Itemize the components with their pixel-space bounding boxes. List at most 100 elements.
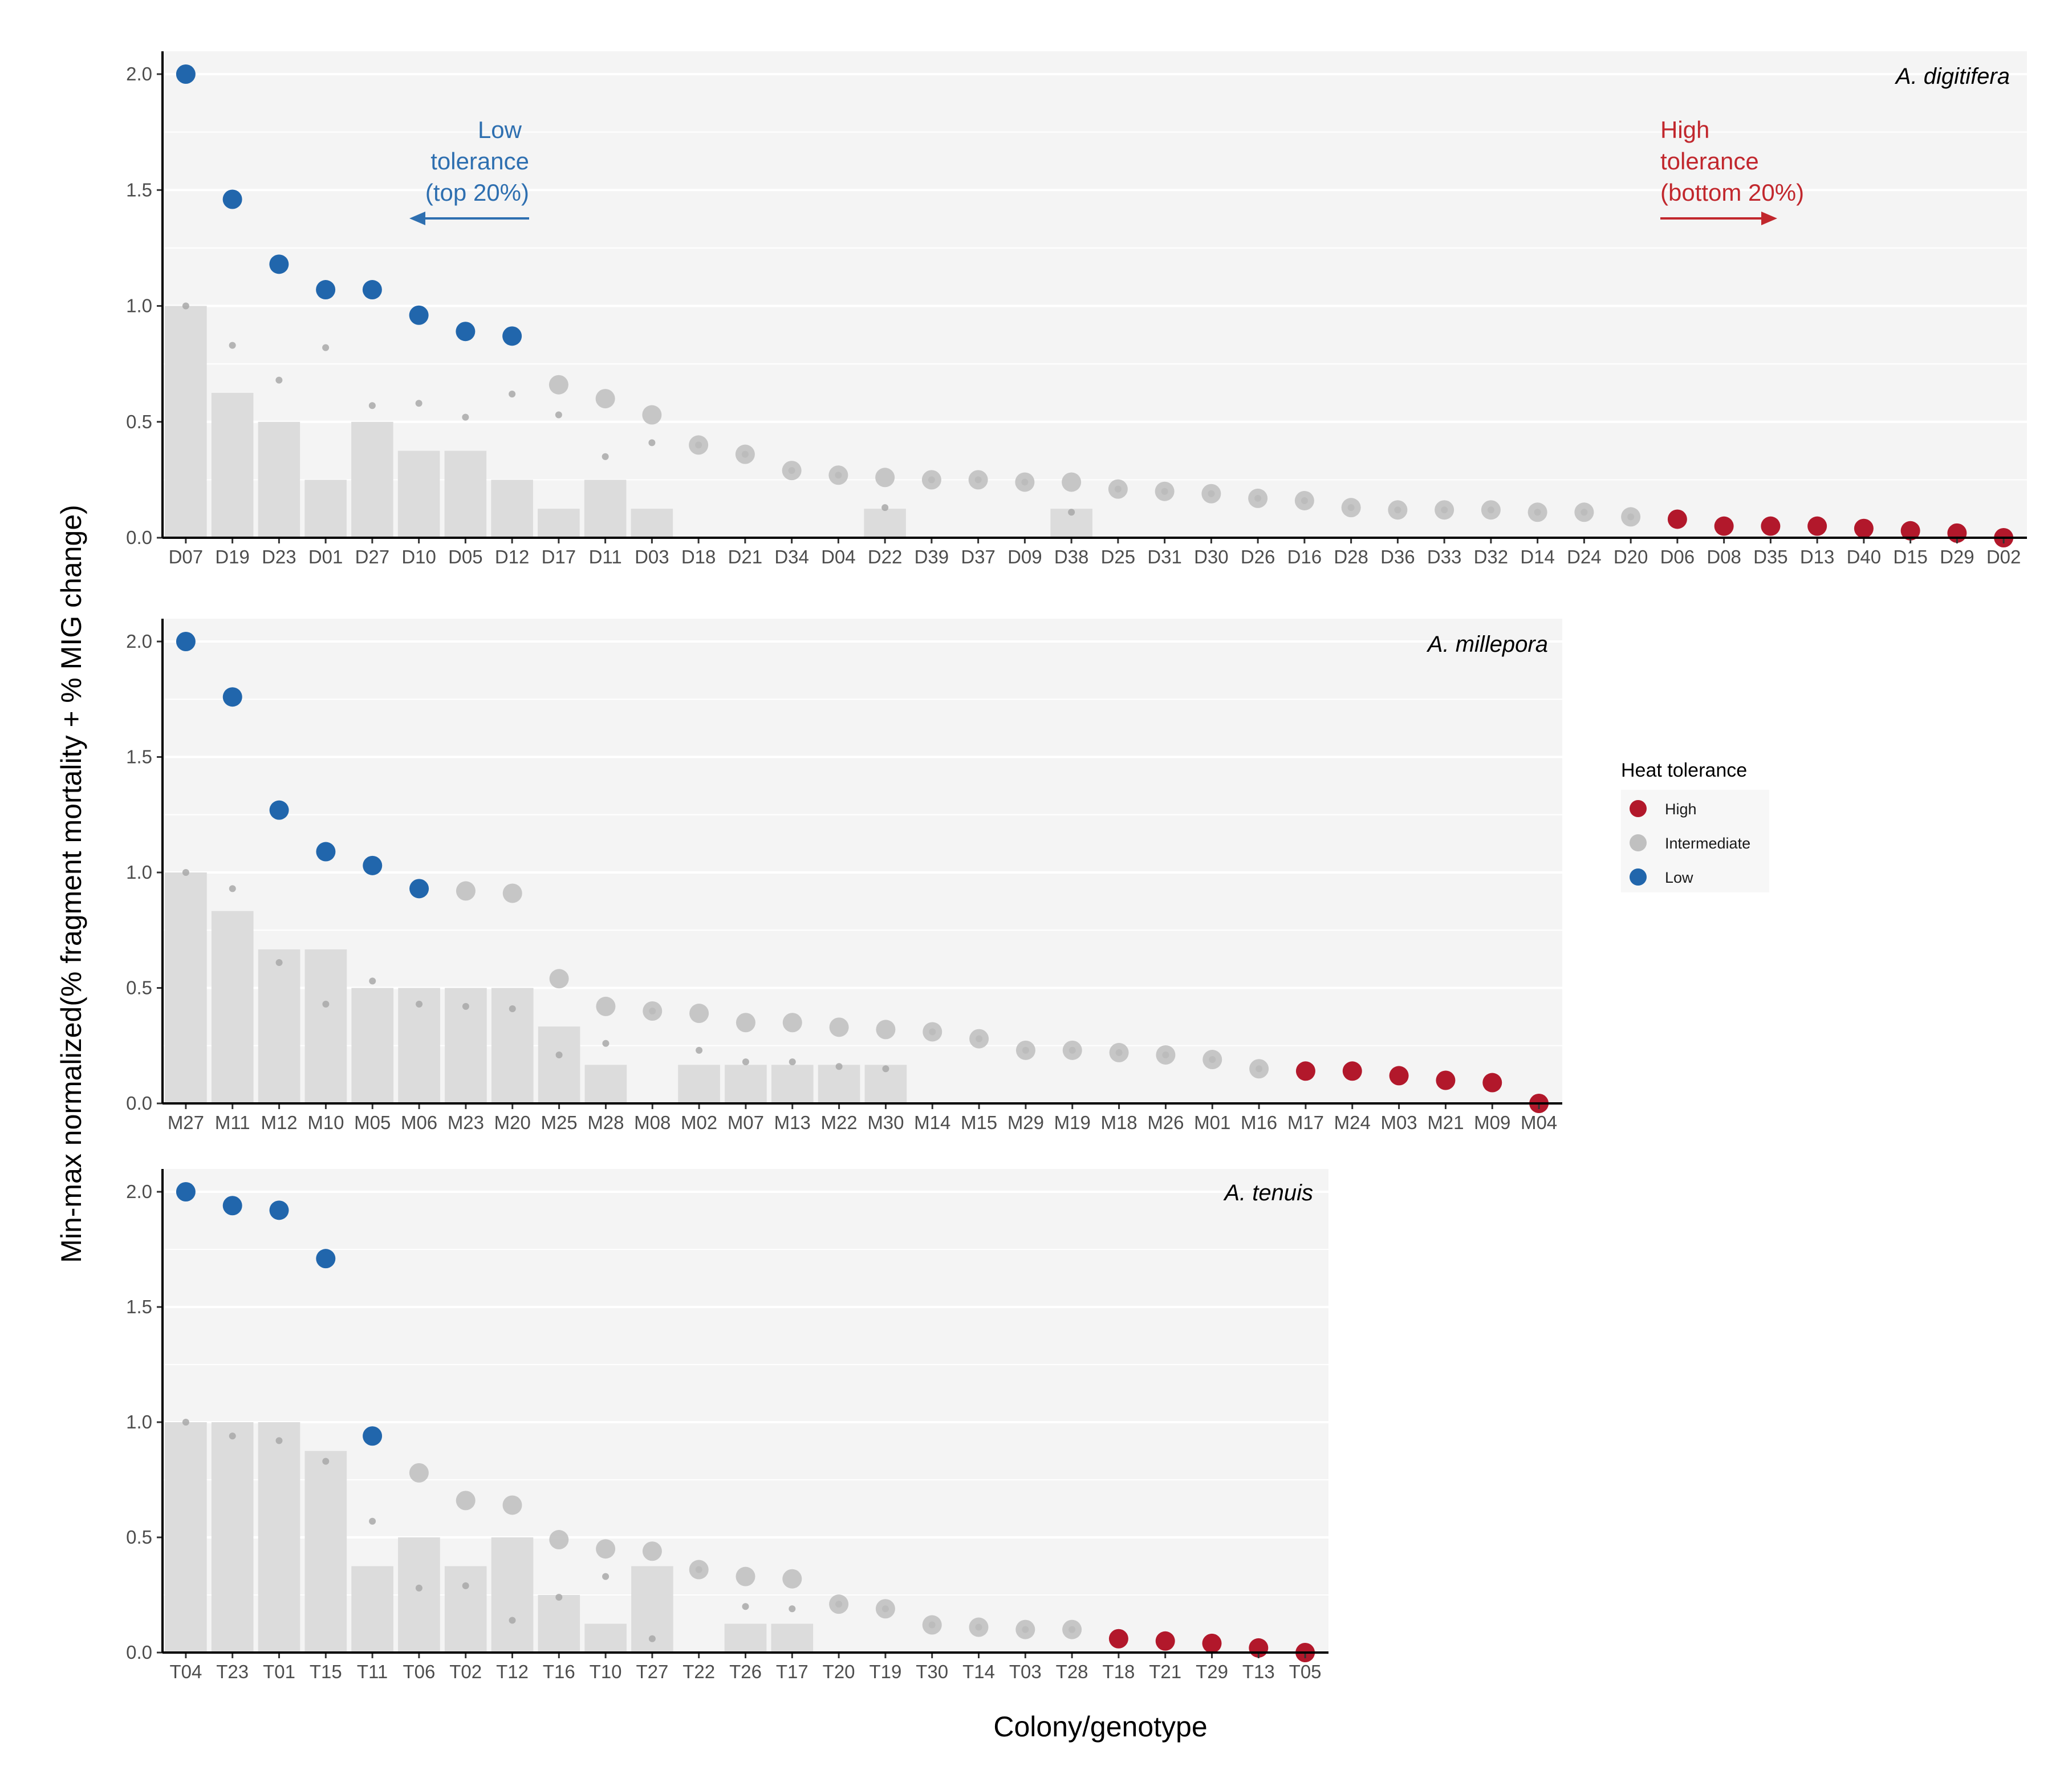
score-point: [1062, 472, 1082, 492]
x-tick-label: D21: [728, 546, 763, 567]
score-point: [829, 1594, 849, 1614]
score-point: [549, 969, 569, 989]
score-point: [1062, 1619, 1082, 1639]
y-axis-title: Min-max normalized(% fragment mortality …: [55, 505, 87, 1263]
x-tick-label: M14: [914, 1112, 950, 1133]
mig-change-point: [415, 1584, 422, 1592]
x-tick-label: D31: [1147, 546, 1182, 567]
score-point: [409, 305, 429, 325]
low-annotation-line-3: (top 20%): [425, 179, 529, 206]
x-axis-title: Colony/genotype: [993, 1711, 1207, 1743]
score-point: [1436, 1070, 1456, 1090]
y-tick-label: 0.5: [126, 977, 152, 998]
score-point: [969, 1029, 989, 1049]
mortality-bar: [538, 509, 580, 538]
x-tick-label: M21: [1427, 1112, 1464, 1133]
x-tick-label: D12: [495, 546, 530, 567]
mig-change-point: [229, 342, 236, 349]
x-tick-label: T16: [543, 1661, 575, 1682]
score-point: [1621, 507, 1641, 527]
mig-change-point: [462, 413, 469, 421]
score-point: [875, 1599, 895, 1619]
mig-change-point: [602, 1573, 610, 1580]
score-point: [1388, 500, 1408, 520]
mig-change-point: [369, 1517, 376, 1525]
mig-change-point: [322, 1000, 330, 1008]
mortality-bar: [258, 421, 300, 538]
x-tick-label: M24: [1334, 1112, 1371, 1133]
x-tick-label: D01: [308, 546, 343, 567]
x-tick-label: T15: [310, 1661, 342, 1682]
y-tick-label: 2.0: [126, 631, 152, 652]
score-point: [269, 1200, 289, 1220]
mig-change-point: [882, 1065, 889, 1073]
x-tick-label: D06: [1660, 546, 1695, 567]
mortality-bar: [771, 1065, 814, 1103]
score-point: [1015, 1619, 1035, 1639]
mig-change-point: [462, 1582, 469, 1589]
x-tick-label: D22: [868, 546, 903, 567]
x-tick-label: D10: [401, 546, 436, 567]
x-tick-label: D30: [1194, 546, 1229, 567]
mig-change-point: [462, 1002, 469, 1010]
mig-change-point: [275, 959, 283, 966]
score-point: [923, 1022, 942, 1042]
score-point: [1574, 502, 1594, 522]
x-tick-label: D38: [1054, 546, 1089, 567]
x-tick-label: T22: [682, 1661, 715, 1682]
score-point: [1295, 1061, 1315, 1081]
mig-change-point: [182, 1419, 189, 1426]
x-tick-label: M22: [820, 1112, 857, 1133]
mortality-bar: [491, 988, 534, 1103]
x-tick-label: D40: [1847, 546, 1882, 567]
x-tick-label: D13: [1800, 546, 1835, 567]
score-point: [922, 1615, 942, 1635]
score-point: [409, 1463, 429, 1483]
x-tick-label: T05: [1289, 1661, 1322, 1682]
score-point: [1341, 498, 1361, 518]
score-point: [502, 883, 522, 903]
mortality-bar: [165, 872, 207, 1103]
score-point: [1201, 484, 1221, 504]
score-point: [222, 189, 242, 209]
legend-label-intermediate: Intermediate: [1665, 835, 1750, 852]
mortality-bar: [304, 1451, 347, 1653]
species-title: A. digitifera: [1895, 64, 2010, 89]
mortality-bar: [211, 392, 254, 538]
mig-change-point: [789, 1058, 796, 1066]
x-tick-label: T03: [1009, 1661, 1042, 1682]
score-point: [456, 881, 476, 901]
x-tick-label: M15: [961, 1112, 997, 1133]
legend-label-high: High: [1665, 801, 1697, 818]
score-point: [1667, 509, 1687, 529]
score-point: [549, 1530, 569, 1550]
x-tick-label: T06: [403, 1661, 435, 1682]
x-tick-label: T13: [1242, 1661, 1275, 1682]
x-tick-label: T29: [1196, 1661, 1228, 1682]
x-tick-label: D09: [1007, 546, 1042, 567]
score-point: [502, 326, 522, 346]
mig-change-point: [229, 885, 236, 892]
x-tick-label: T02: [449, 1661, 482, 1682]
score-point: [1482, 1073, 1502, 1093]
mig-change-point: [742, 1603, 749, 1610]
score-point: [1761, 516, 1781, 536]
y-tick-label: 0.0: [126, 527, 152, 548]
mig-change-point: [182, 302, 189, 310]
score-point: [596, 996, 616, 1016]
panel-1: 0.0 0.5 1.0 1.5 2.0 D07 D19 D23 D01 D27 D10 D05 D12 D…: [126, 51, 2027, 567]
mortality-bar: [304, 949, 347, 1103]
x-tick-label: M17: [1287, 1112, 1324, 1133]
x-tick-label: M20: [494, 1112, 531, 1133]
mortality-bar: [491, 480, 533, 538]
mig-change-point: [555, 1051, 563, 1058]
high-annotation-line-2: tolerance: [1660, 148, 1759, 174]
score-point: [1854, 518, 1874, 538]
x-tick-label: D07: [169, 546, 204, 567]
x-tick-label: M07: [728, 1112, 764, 1133]
score-point: [736, 1566, 755, 1586]
x-tick-label: M01: [1194, 1112, 1230, 1133]
score-point: [222, 1196, 242, 1216]
mig-change-point: [322, 1458, 330, 1465]
mortality-bar: [351, 421, 393, 538]
